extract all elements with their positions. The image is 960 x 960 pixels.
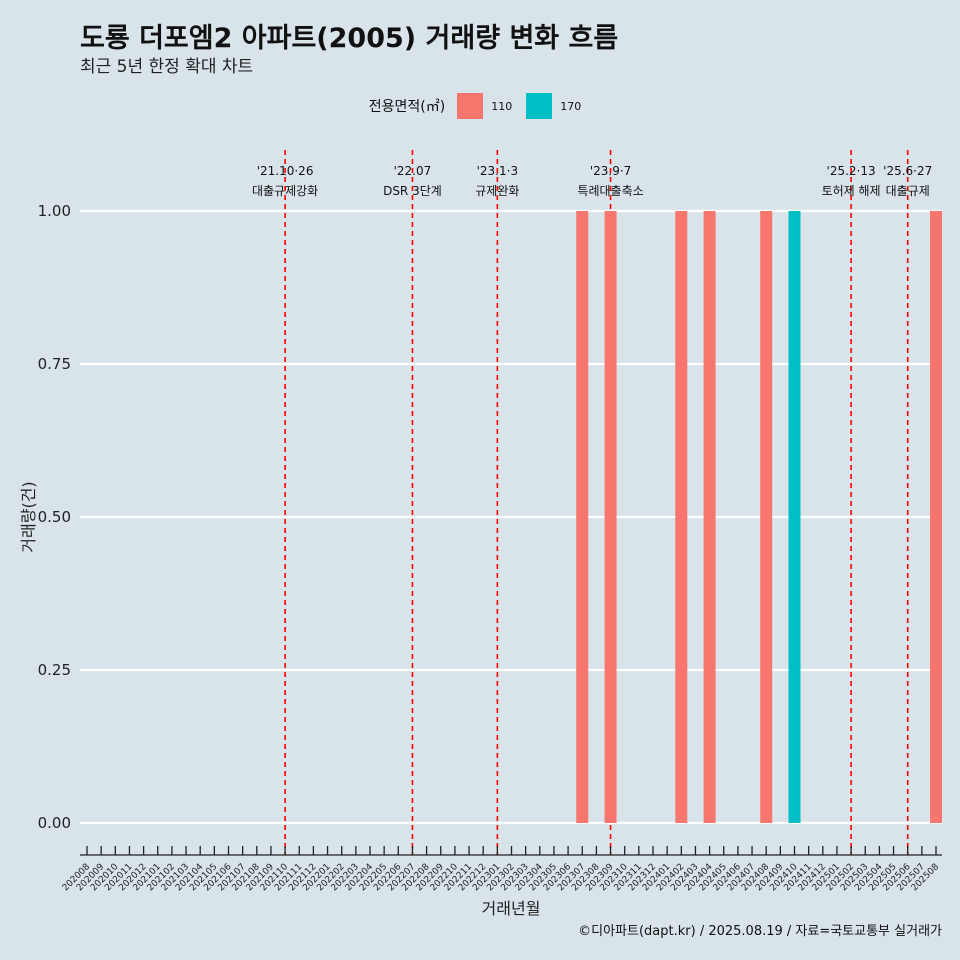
legend-title: 전용면적(㎡) (368, 99, 446, 115)
page-subtitle: 최근 5년 한정 확대 차트 (80, 57, 254, 77)
y-tick-label: 0.25 (38, 661, 71, 679)
bar-202404 (703, 211, 716, 823)
page-title: 도룡 더포엠2 아파트(2005) 거래량 변화 흐름 (80, 23, 619, 54)
event-name-label: 대출규제강화 (252, 184, 318, 198)
bar-202309 (604, 211, 617, 823)
y-tick-label: 0.00 (38, 814, 71, 832)
event-name-label: DSR 3단계 (383, 184, 442, 198)
y-tick-label: 1.00 (38, 202, 71, 220)
legend-label-110: 110 (491, 99, 513, 113)
event-name-label: 특례대출축소 (577, 184, 643, 198)
event-date-label: '23.9·7 (590, 164, 631, 178)
event-date-label: '22.07 (394, 164, 432, 178)
event-name-label: 규제완화 (475, 184, 519, 198)
event-date-label: '21.10·26 (257, 164, 314, 178)
y-tick-label: 0.75 (38, 355, 71, 373)
legend: 전용면적(㎡) 110 170 (0, 93, 960, 119)
y-axis-title: 거래량(건) (19, 481, 38, 552)
bar-202508 (930, 211, 942, 823)
event-name-label: 대출규제 (886, 184, 930, 198)
y-tick-label: 0.50 (38, 508, 71, 526)
event-date-label: '23.1·3 (477, 164, 518, 178)
legend-swatch-110 (457, 93, 484, 119)
legend-label-170: 170 (560, 99, 582, 113)
bar-202410 (788, 211, 801, 823)
event-date-label: '25.2·13 (827, 164, 876, 178)
event-name-label: 토허제 해제 (822, 184, 881, 198)
bar-202307 (576, 211, 589, 823)
source-caption: ©디아파트(dapt.kr) / 2025.08.19 / 자료=국토교통부 실… (578, 924, 942, 939)
x-axis-title: 거래년월 (482, 899, 541, 918)
legend-swatch-170 (526, 93, 553, 119)
event-date-label: '25.6·27 (883, 164, 932, 178)
bar-202402 (675, 211, 688, 823)
bar-202408 (760, 211, 773, 823)
